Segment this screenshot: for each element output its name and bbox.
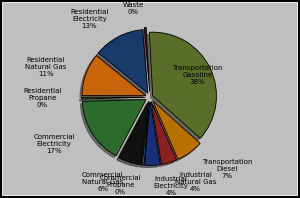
Wedge shape <box>119 102 149 165</box>
Wedge shape <box>82 100 146 156</box>
Wedge shape <box>151 102 177 164</box>
Wedge shape <box>82 97 146 99</box>
Text: Waste
0%: Waste 0% <box>123 2 144 15</box>
Wedge shape <box>142 102 149 165</box>
Text: Residential
Natural Gas
11%: Residential Natural Gas 11% <box>25 57 67 77</box>
Text: Industrial
Electricity
4%: Industrial Electricity 4% <box>153 176 188 196</box>
Wedge shape <box>145 102 160 166</box>
Text: Commercial
Electricity
17%: Commercial Electricity 17% <box>33 134 75 154</box>
Wedge shape <box>144 28 150 91</box>
Text: Transportation
Diesel
7%: Transportation Diesel 7% <box>202 159 252 179</box>
Text: Industrial
Natural Gas
4%: Industrial Natural Gas 4% <box>175 172 216 192</box>
Wedge shape <box>98 30 148 93</box>
Text: Residential
Electricity
13%: Residential Electricity 13% <box>70 9 109 29</box>
Text: Residential
Propane
0%: Residential Propane 0% <box>23 88 62 108</box>
Wedge shape <box>153 101 200 159</box>
Text: Commercial
Propane
0%: Commercial Propane 0% <box>99 175 141 195</box>
Text: Commercial
Natural Gas
6%: Commercial Natural Gas 6% <box>82 172 124 192</box>
Text: Transportation
Gasoline
38%: Transportation Gasoline 38% <box>172 65 223 85</box>
Wedge shape <box>149 32 216 138</box>
Wedge shape <box>82 55 146 96</box>
